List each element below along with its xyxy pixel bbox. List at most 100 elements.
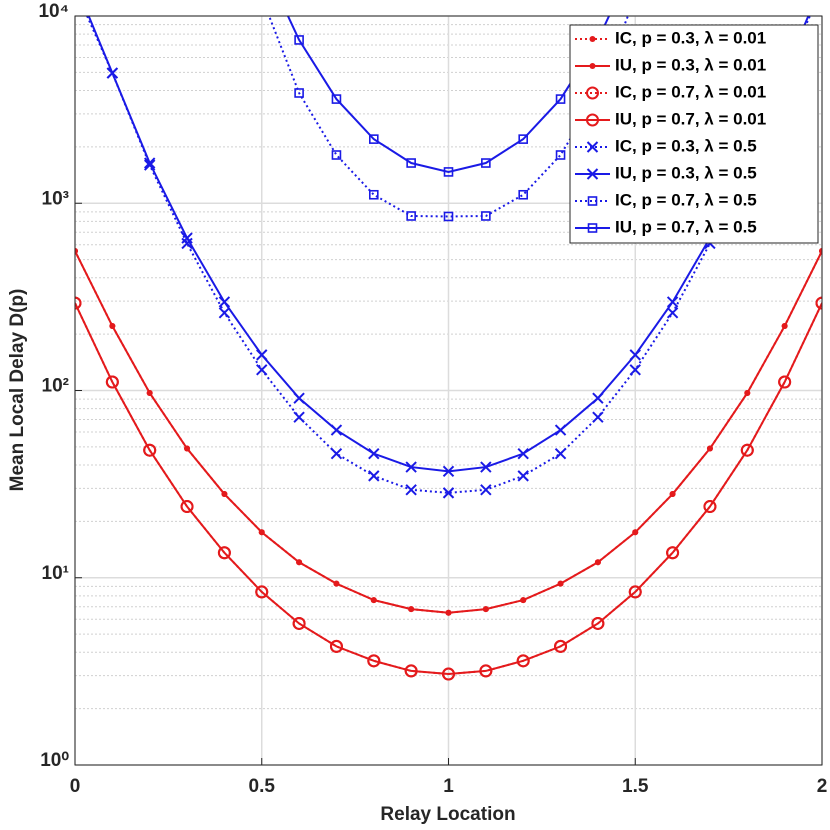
- legend-label: IC, p = 0.3, λ = 0.5: [615, 136, 757, 155]
- marker-square: [518, 189, 529, 200]
- marker-x: [629, 364, 641, 376]
- series-line: [286, 16, 611, 173]
- marker-circle: [292, 616, 306, 630]
- x-tick-label: 1: [443, 776, 454, 797]
- marker-x: [666, 307, 679, 319]
- marker-circle: [329, 639, 343, 653]
- marker-square: [481, 211, 491, 221]
- marker-square: [258, 0, 266, 1]
- marker-circle: [666, 546, 680, 560]
- marker-dot: [482, 606, 489, 613]
- marker-x: [218, 296, 231, 308]
- marker-x: [256, 349, 268, 361]
- marker-dot: [258, 529, 265, 536]
- marker-x: [293, 411, 305, 423]
- marker-dot: [632, 529, 639, 536]
- marker-circle: [586, 113, 599, 127]
- marker-square: [406, 211, 416, 221]
- marker-x: [592, 411, 604, 423]
- marker-dot: [296, 559, 303, 566]
- legend-label: IU, p = 0.7, λ = 0.01: [615, 109, 766, 128]
- marker-dot: [594, 559, 601, 566]
- marker-x: [330, 424, 343, 436]
- marker-dot: [589, 63, 596, 69]
- legend-label: IU, p = 0.3, λ = 0.5: [615, 163, 757, 182]
- marker-square: [555, 94, 566, 104]
- marker-x: [293, 392, 305, 404]
- y-tick-label: 10³: [42, 188, 69, 209]
- marker-circle: [586, 86, 599, 100]
- marker-x: [554, 447, 567, 460]
- marker-x: [256, 364, 268, 376]
- marker-x: [480, 461, 492, 473]
- y-tick-label: 10⁰: [40, 750, 69, 771]
- marker-x: [554, 424, 567, 436]
- marker-circle: [479, 664, 493, 678]
- marker-circle: [404, 664, 418, 678]
- marker-dot: [408, 606, 415, 613]
- marker-circle: [442, 667, 455, 681]
- marker-dot: [706, 445, 713, 452]
- marker-x: [368, 447, 380, 460]
- y-tick-label: 10¹: [42, 563, 69, 584]
- marker-dot: [333, 580, 340, 587]
- x-tick-label: 1.5: [622, 776, 649, 797]
- marker-square: [587, 196, 598, 206]
- marker-dot: [146, 389, 153, 396]
- legend-label: IC, p = 0.7, λ = 0.5: [615, 190, 757, 209]
- y-tick-label: 10⁴: [38, 1, 69, 22]
- marker-square: [555, 150, 566, 160]
- legend-box: [569, 24, 819, 244]
- series-line: [75, 302, 822, 676]
- y-axis-label: Mean Local Delay D(p): [7, 289, 28, 492]
- marker-x: [368, 470, 380, 482]
- marker-square: [368, 134, 379, 144]
- x-axis-label: Relay Location: [380, 804, 515, 825]
- marker-circle: [516, 654, 530, 668]
- marker-x: [181, 232, 193, 244]
- ticks: 10⁰ 10¹ 10² 10³ 10⁴ 0 0.5 1 1.5 2: [38, 1, 827, 797]
- marker-dot: [445, 609, 452, 616]
- marker-x: [517, 470, 529, 482]
- marker-square: [587, 223, 598, 233]
- marker-square: [294, 88, 304, 98]
- marker-dot: [221, 491, 228, 498]
- marker-circle: [143, 443, 157, 457]
- marker-dot: [520, 597, 527, 604]
- legend-label: IU, p = 0.3, λ = 0.01: [615, 55, 766, 74]
- marker-dot: [819, 247, 822, 254]
- x-tick-label: 0.5: [249, 776, 276, 797]
- marker-square: [443, 167, 454, 177]
- marker-x: [143, 157, 156, 169]
- marker-dot: [589, 36, 596, 42]
- marker-dot: [669, 491, 676, 498]
- marker-circle: [740, 443, 754, 457]
- marker-square: [368, 189, 379, 200]
- marker-x: [629, 349, 641, 361]
- marker-dot: [184, 445, 191, 452]
- marker-square: [631, 0, 639, 1]
- marker-square: [331, 150, 342, 160]
- x-tick-label: 0: [70, 776, 81, 797]
- marker-circle: [628, 585, 642, 599]
- marker-x: [330, 447, 343, 460]
- marker-dot: [557, 580, 564, 587]
- marker-square: [406, 158, 416, 168]
- marker-square: [294, 35, 304, 45]
- marker-circle: [105, 375, 119, 389]
- marker-x: [480, 484, 492, 496]
- marker-circle: [815, 296, 822, 310]
- marker-dot: [781, 323, 788, 330]
- marker-x: [666, 296, 679, 308]
- marker-circle: [75, 296, 82, 310]
- marker-circle: [554, 639, 568, 653]
- series-layer: [75, 0, 822, 681]
- marker-circle: [591, 616, 605, 630]
- y-tick-label: 10²: [42, 376, 69, 397]
- marker-dot: [109, 323, 116, 330]
- legend-label: IC, p = 0.7, λ = 0.01: [615, 82, 766, 101]
- marker-circle: [703, 500, 717, 514]
- marker-x: [586, 168, 599, 180]
- marker-dot: [75, 247, 78, 254]
